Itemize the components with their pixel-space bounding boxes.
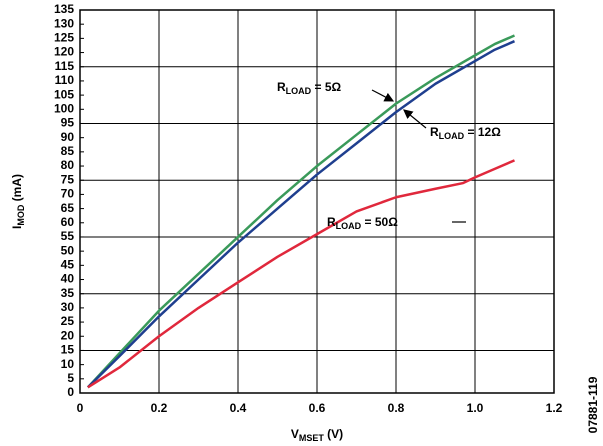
y-tick-label: 125 — [54, 31, 74, 45]
x-tick-label: 0 — [77, 401, 84, 415]
y-tick-label: 65 — [61, 201, 75, 215]
series-line — [87, 40, 515, 389]
series-line — [86, 34, 515, 389]
x-tick-label: 0.6 — [309, 401, 326, 415]
y-tick-label: 130 — [54, 16, 74, 30]
side-note: 07881-119 — [586, 376, 600, 433]
series-line — [87, 159, 515, 389]
x-axis-title-part: MSET — [299, 433, 325, 443]
x-axis-title-part: (V) — [324, 427, 343, 441]
x-axis-title: VMSET (V) — [291, 427, 343, 443]
x-tick-label: 0.8 — [388, 401, 405, 415]
y-tick-label: 5 — [67, 371, 74, 385]
annotation: RLOAD = 12Ω — [430, 125, 501, 141]
annotation-part: R — [430, 125, 439, 139]
y-tick-label: 80 — [61, 158, 75, 172]
annotation-part: = 50Ω — [361, 215, 398, 229]
y-tick-label: 115 — [55, 59, 75, 73]
y-tick-label: 100 — [54, 101, 74, 115]
x-tick-label: 1.0 — [467, 401, 484, 415]
annotation: RLOAD = 50Ω — [327, 215, 398, 231]
annotation-part: = 12Ω — [464, 125, 501, 139]
x-tick-label: 0.2 — [151, 401, 168, 415]
annotation-part: LOAD — [286, 86, 312, 96]
y-tick-label: 75 — [61, 172, 75, 186]
annotation-part: R — [277, 80, 286, 94]
y-axis-title-part: I — [10, 226, 24, 229]
y-tick-label: 10 — [61, 357, 75, 371]
y-axis-title-part: (mA) — [10, 174, 24, 205]
y-tick-label: 70 — [61, 187, 75, 201]
annotation-arrow — [403, 109, 427, 129]
y-tick-label: 60 — [61, 215, 75, 229]
y-axis-title-part: MOD — [16, 204, 26, 225]
y-tick-label: 110 — [55, 73, 75, 87]
y-tick-label: 105 — [54, 87, 74, 101]
annotation-part: = 5Ω — [311, 80, 341, 94]
y-tick-label: 85 — [61, 144, 75, 158]
y-tick-label: 25 — [61, 314, 75, 328]
y-tick-label: 90 — [61, 130, 75, 144]
annotation-part: LOAD — [439, 131, 465, 141]
annotation-part: LOAD — [336, 221, 362, 231]
y-tick-label: 45 — [61, 258, 75, 272]
annotation-arrow — [371, 89, 395, 102]
y-tick-label: 30 — [61, 300, 75, 314]
x-tick-label: 0.4 — [230, 401, 247, 415]
y-axis-title: IMOD (mA) — [10, 174, 26, 229]
x-axis-title-part: V — [291, 427, 299, 441]
y-tick-label: 55 — [61, 229, 75, 243]
y-tick-label: 95 — [61, 116, 75, 130]
y-tick-label: 40 — [61, 272, 75, 286]
y-tick-label: 0 — [67, 385, 74, 399]
y-tick-label: 15 — [61, 343, 75, 357]
x-tick-label: 1.2 — [546, 401, 563, 415]
annotation-part: R — [327, 215, 336, 229]
y-tick-label: 35 — [61, 286, 75, 300]
annotation: RLOAD = 5Ω — [277, 80, 342, 96]
y-tick-label: 20 — [61, 328, 75, 342]
y-tick-label: 120 — [54, 45, 74, 59]
y-tick-label: 50 — [61, 243, 75, 257]
y-tick-label: 135 — [54, 2, 74, 16]
